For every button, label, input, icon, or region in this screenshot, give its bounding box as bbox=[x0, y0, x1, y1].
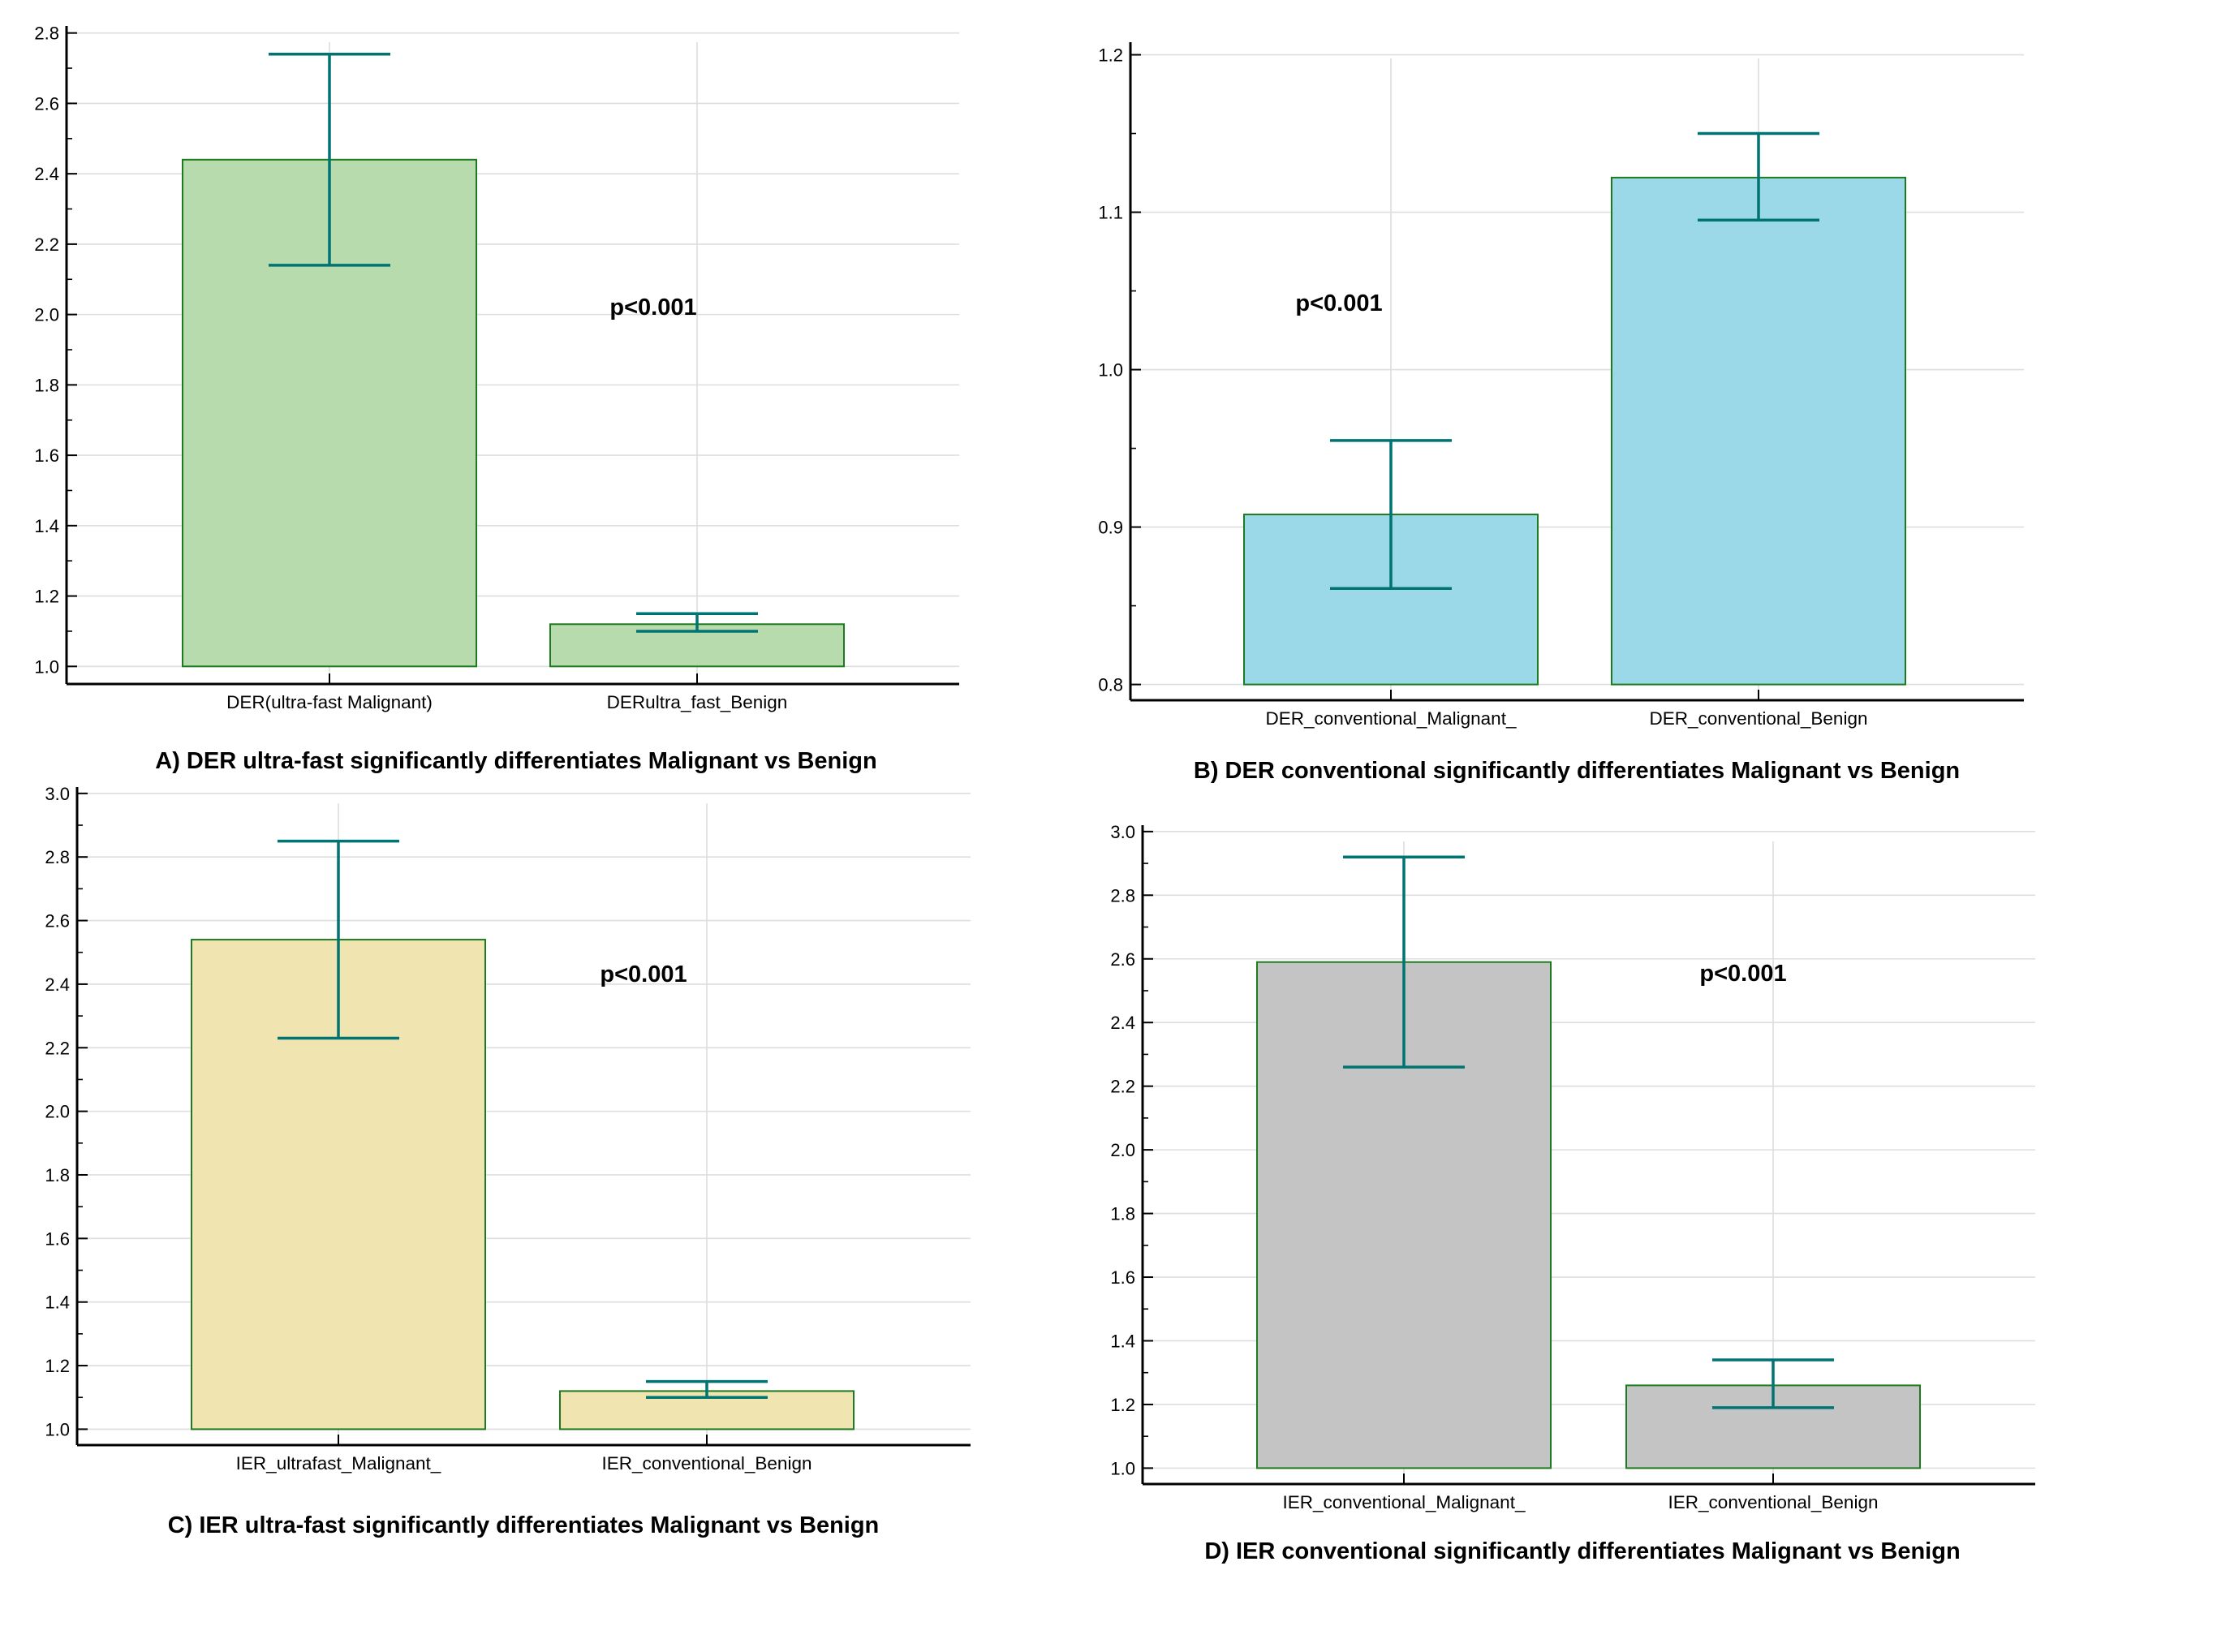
panel-c-caption: C) IER ultra-fast significantly differen… bbox=[168, 1512, 880, 1538]
panel-d-y-tick-label: 2.2 bbox=[1110, 1077, 1135, 1097]
panel-c-y-tick-label: 2.4 bbox=[45, 974, 70, 995]
panel-d-category-label: IER_conventional_Benign bbox=[1668, 1492, 1879, 1512]
panel-d-y-tick-label: 1.2 bbox=[1110, 1395, 1135, 1415]
panel-c-error-bar-benign bbox=[646, 1379, 768, 1399]
panel-b-y-tick-label: 1.1 bbox=[1098, 203, 1123, 223]
panel-a-y-tick-label: 2.2 bbox=[34, 234, 59, 255]
panel-a-y-tick-label: 1.2 bbox=[34, 587, 59, 607]
panel-d-p-value: p<0.001 bbox=[1699, 961, 1786, 987]
panel-d-y-tick-label: 2.0 bbox=[1110, 1140, 1135, 1160]
panel-a-y-tick-label: 1.6 bbox=[34, 445, 59, 466]
panel-a-error-bar-benign bbox=[636, 612, 758, 633]
panel-d-category-label: IER_conventional_Malignant_ bbox=[1283, 1492, 1526, 1512]
panel-a-y-tick-label: 2.6 bbox=[34, 93, 59, 114]
panel-c-y-tick-label: 2.6 bbox=[45, 911, 70, 931]
panel-a-y-tick-label: 2.8 bbox=[34, 24, 59, 44]
panel-a-caption: A) DER ultra-fast significantly differen… bbox=[155, 748, 876, 774]
panel-b-bar-malignant bbox=[1243, 514, 1539, 686]
panel-d-y-tick-label: 2.8 bbox=[1110, 885, 1135, 906]
panel-c: 1.0 1.2 1.4 1.6 1.8 2.0 2.2 2.4 2.6 2.8 3.0 IER_ult… bbox=[45, 784, 971, 1538]
panel-d-y-tick-label: 1.0 bbox=[1110, 1458, 1135, 1478]
panel-a-y-tick-label: 1.8 bbox=[34, 375, 59, 395]
panel-c-y-tick-label: 1.8 bbox=[45, 1165, 70, 1185]
panel-b-y-tick-label: 1.0 bbox=[1098, 360, 1123, 381]
panel-a-category-label: DER(ultra-fast Malignant) bbox=[226, 692, 433, 712]
panel-c-error-bar-malignant bbox=[278, 839, 399, 1040]
panel-b: 0.8 0.9 1.0 1.1 1.2 DER_conventional_Malignan… bbox=[1098, 42, 2024, 784]
panel-b-error-bar-benign bbox=[1698, 131, 1819, 222]
panel-d-caption: D) IER conventional significantly differ… bbox=[1204, 1538, 1960, 1564]
panel-d-error-bar-malignant bbox=[1343, 855, 1465, 1069]
panel-d-y-tick-label: 2.6 bbox=[1110, 949, 1135, 970]
panel-c-y-tick-label: 1.0 bbox=[45, 1419, 70, 1439]
panel-a-y-tick-label: 1.4 bbox=[34, 516, 59, 536]
panel-d-y-tick-label: 1.4 bbox=[1110, 1331, 1135, 1351]
panel-c-y-tick-label: 1.4 bbox=[45, 1293, 70, 1313]
panel-c-y-tick-label: 1.2 bbox=[45, 1356, 70, 1376]
panel-a-p-value: p<0.001 bbox=[609, 295, 696, 321]
panel-a-y-tick-label: 2.0 bbox=[34, 305, 59, 325]
panel-a-error-bar-malignant bbox=[269, 52, 390, 267]
panel-c-y-tick-label: 2.2 bbox=[45, 1038, 70, 1058]
panel-c-category-label: IER_ultrafast_Malignant_ bbox=[236, 1453, 441, 1473]
panel-c-p-value: p<0.001 bbox=[600, 962, 687, 987]
panel-d-y-tick-label: 3.0 bbox=[1110, 822, 1135, 842]
panel-c-y-tick-label: 2.8 bbox=[45, 847, 70, 867]
panel-b-category-label: DER_conventional_Malignant_ bbox=[1266, 708, 1517, 729]
panel-c-category-label: IER_conventional_Benign bbox=[602, 1453, 812, 1473]
panel-b-y-tick-label: 1.2 bbox=[1098, 45, 1123, 66]
panel-a-y-tick-label: 2.4 bbox=[34, 164, 59, 184]
panel-d-error-bar-benign bbox=[1712, 1358, 1834, 1409]
panel-c-y-tick-label: 2.0 bbox=[45, 1102, 70, 1122]
panel-a-category-label: DERultra_fast_Benign bbox=[607, 692, 788, 712]
panel-b-error-bar-malignant bbox=[1330, 439, 1452, 590]
panel-c-y-tick-label: 1.6 bbox=[45, 1228, 70, 1249]
panel-d: 1.0 1.2 1.4 1.6 1.8 2.0 2.2 2.4 2.6 2.8 3.0 IER_con… bbox=[1110, 822, 2035, 1564]
panel-a: 1.0 1.2 1.4 1.6 1.8 2.0 2.2 2.4 2.6 2.8 DER(ultra-… bbox=[34, 24, 959, 774]
panel-b-bar-benign bbox=[1611, 176, 1906, 686]
panel-c-y-tick-label: 3.0 bbox=[45, 784, 70, 804]
panel-d-y-tick-label: 1.6 bbox=[1110, 1267, 1135, 1288]
panel-b-p-value: p<0.001 bbox=[1295, 290, 1382, 316]
panel-b-caption: B) DER conventional significantly differ… bbox=[1194, 758, 1960, 784]
panel-b-y-tick-label: 0.9 bbox=[1098, 518, 1123, 538]
panel-b-y-tick-label: 0.8 bbox=[1098, 675, 1123, 695]
panel-d-y-tick-label: 1.8 bbox=[1110, 1204, 1135, 1224]
panel-b-category-label: DER_conventional_Benign bbox=[1650, 708, 1868, 729]
panel-d-y-tick-label: 2.4 bbox=[1110, 1013, 1135, 1033]
panel-a-y-tick-label: 1.0 bbox=[34, 656, 59, 677]
